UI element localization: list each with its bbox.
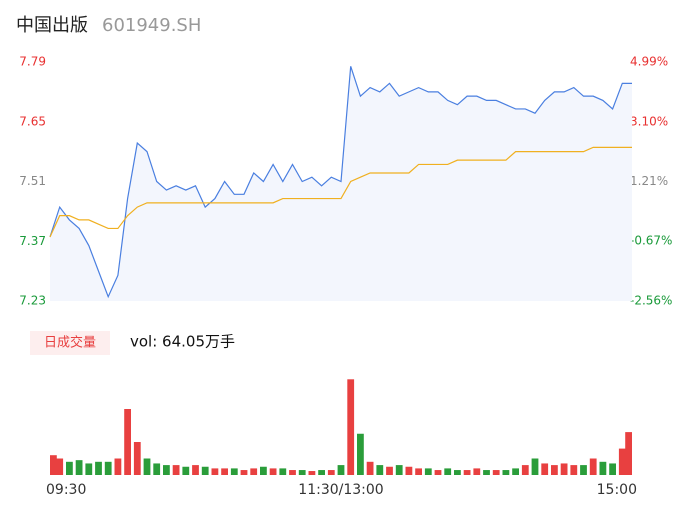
y-tick-label: 7.65 — [19, 114, 46, 128]
volume-bar — [240, 470, 248, 475]
y2-tick-label: 4.99% — [630, 55, 668, 69]
volume-bar — [182, 466, 190, 475]
volume-bar — [415, 468, 422, 475]
volume-bar — [483, 470, 490, 475]
volume-bar — [56, 458, 64, 475]
volume-bar — [163, 465, 170, 475]
volume-bar — [289, 470, 296, 475]
volume-bar — [318, 470, 325, 475]
y2-tick-label: -0.67% — [630, 234, 672, 248]
volume-bar — [424, 468, 432, 475]
average-line — [49, 146, 632, 238]
y2-tick-label: 3.10% — [630, 114, 668, 128]
x-tick-label: 15:00 — [597, 482, 637, 498]
volume-bar — [609, 463, 616, 475]
volume-bar — [211, 468, 219, 475]
y-tick-label: 7.23 — [19, 294, 46, 308]
volume-bar — [153, 463, 161, 475]
volume-bar — [502, 470, 510, 475]
volume-bar — [104, 461, 112, 475]
volume-bar — [124, 409, 131, 475]
volume-bar — [473, 468, 481, 475]
volume-bar — [512, 468, 519, 475]
volume-bar — [395, 465, 403, 475]
volume-bar — [66, 461, 73, 475]
volume-bar — [463, 470, 471, 475]
volume-bar — [376, 465, 384, 475]
stock-name: 中国出版 — [16, 15, 88, 36]
volume-bar — [337, 465, 345, 475]
volume-badge — [30, 331, 110, 355]
volume-bar — [580, 465, 587, 475]
volume-bar — [201, 466, 209, 475]
volume-bar — [269, 468, 277, 475]
volume-bar — [75, 460, 83, 475]
volume-bar — [366, 461, 374, 475]
stock-code: 601949.SH — [102, 15, 201, 36]
x-tick-label: 09:30 — [46, 482, 86, 498]
volume-bar — [570, 465, 578, 475]
volume-bar — [192, 465, 199, 475]
volume-bar — [405, 466, 413, 475]
volume-bar — [230, 468, 238, 475]
volume-bar — [589, 458, 597, 475]
volume-bar — [599, 461, 607, 475]
volume-bar — [327, 470, 335, 475]
volume-bar — [172, 465, 180, 475]
volume-bar — [143, 458, 151, 475]
volume-bar — [250, 468, 258, 475]
price-line — [49, 66, 632, 299]
volume-bar — [625, 432, 632, 475]
volume-bar — [551, 465, 558, 475]
volume-bar — [221, 468, 228, 475]
y-tick-label: 7.79 — [19, 55, 46, 69]
volume-bar — [298, 470, 306, 475]
volume-bar — [114, 458, 122, 475]
volume-bar — [260, 466, 267, 475]
volume-bar — [50, 455, 57, 475]
y2-tick-label: 1.21% — [630, 174, 668, 188]
volume-bar — [444, 468, 452, 475]
volume-bar — [386, 466, 393, 475]
volume-bar — [521, 465, 529, 475]
volume-badge-text: 日成交量 — [44, 335, 96, 351]
volume-bar — [618, 448, 626, 475]
volume-bar — [541, 463, 549, 475]
volume-bar — [454, 470, 461, 475]
volume-bar — [531, 458, 539, 475]
x-tick-label: 11:30/13:00 — [298, 482, 383, 498]
volume-label: vol: 64.05万手 — [130, 333, 235, 351]
y-tick-label: 7.37 — [19, 234, 46, 248]
volume-bar — [133, 442, 141, 475]
volume-bar — [347, 379, 355, 475]
volume-bar — [279, 468, 287, 475]
y2-tick-label: -2.56% — [630, 294, 672, 308]
volume-bar — [85, 463, 93, 475]
volume-bar — [357, 433, 364, 475]
volume-bar — [492, 470, 500, 475]
volume-bar — [308, 471, 316, 475]
price-area — [50, 66, 632, 302]
y-tick-label: 7.51 — [19, 174, 46, 188]
volume-bar — [95, 461, 102, 475]
volume-bar — [560, 463, 568, 475]
volume-bar — [434, 470, 442, 475]
